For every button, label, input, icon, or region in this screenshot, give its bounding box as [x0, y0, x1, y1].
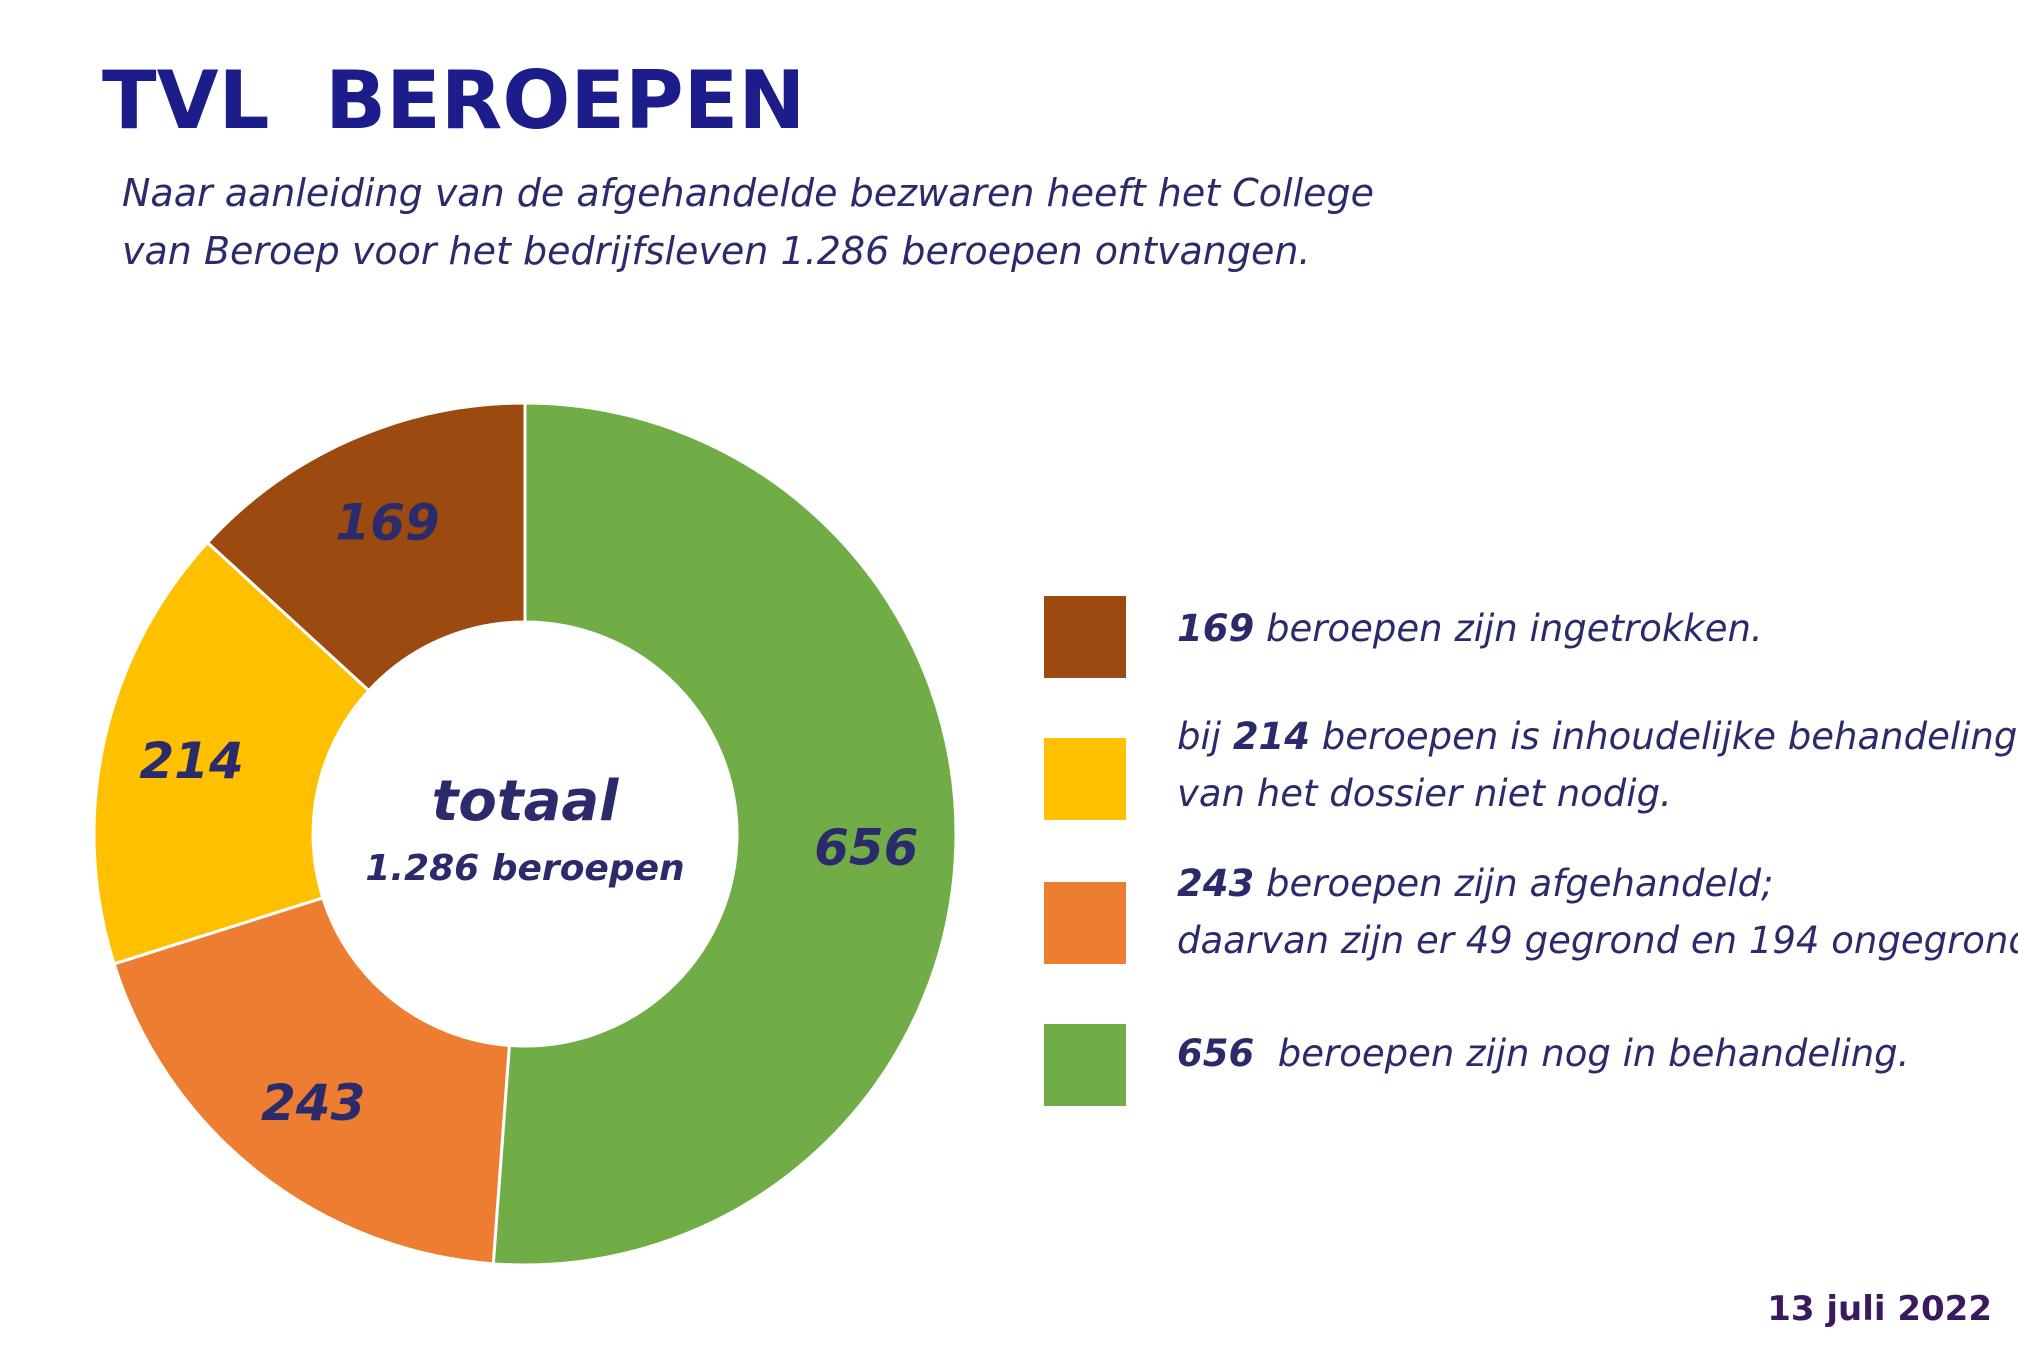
- legend-text: daarvan zijn er 49 gegrond en 194 ongegr…: [1177, 919, 2018, 962]
- legend-text: van het dossier niet nodig.: [1177, 772, 1672, 815]
- subtitle: van Beroep voor het bedrijfsleven 1.286 …: [122, 229, 1311, 273]
- legend-suffix: beroepen zijn afgehandeld;: [1254, 862, 1773, 905]
- legend-text: 169 beroepen zijn ingetrokken.: [1177, 607, 1763, 650]
- legend-suffix: beroepen zijn ingetrokken.: [1254, 607, 1762, 650]
- legend-suffix: beroepen is inhoudelijke behandeling: [1310, 715, 2017, 758]
- legend-suffix: beroepen zijn nog in behandeling.: [1254, 1032, 1909, 1075]
- legend-value: 169: [1177, 607, 1254, 650]
- legend-swatch: [1044, 738, 1126, 820]
- legend-text: 656 beroepen zijn nog in behandeling.: [1177, 1032, 1909, 1075]
- donut-segment: [205, 401, 527, 693]
- legend-prefix: bij: [1177, 715, 1233, 758]
- donut-segment: [92, 540, 371, 966]
- value-label: 243: [261, 1074, 365, 1132]
- legend-value: 214: [1233, 715, 1310, 758]
- chart-title: TVL BEROEPEN: [102, 54, 805, 147]
- donut-segment: [112, 896, 512, 1266]
- legend-value: 243: [1177, 862, 1254, 905]
- center-title: totaal: [432, 769, 620, 834]
- legend-swatch: [1044, 1024, 1126, 1106]
- subtitle: Naar aanleiding van de afgehandelde bezw…: [122, 171, 1374, 215]
- legend-swatch: [1044, 596, 1126, 678]
- value-label: 214: [139, 732, 243, 790]
- value-label: 169: [335, 493, 439, 551]
- legend-text: 243 beroepen zijn afgehandeld;: [1177, 862, 1774, 905]
- legend-swatch: [1044, 882, 1126, 964]
- legend-value: 656: [1177, 1032, 1254, 1075]
- legend-text: bij 214 beroepen is inhoudelijke behande…: [1177, 715, 2017, 758]
- donut-segment: [491, 401, 958, 1267]
- date: 13 juli 2022: [1767, 1289, 1992, 1329]
- value-label: 656: [814, 819, 918, 877]
- center-subtitle: 1.286 beroepen: [365, 848, 684, 889]
